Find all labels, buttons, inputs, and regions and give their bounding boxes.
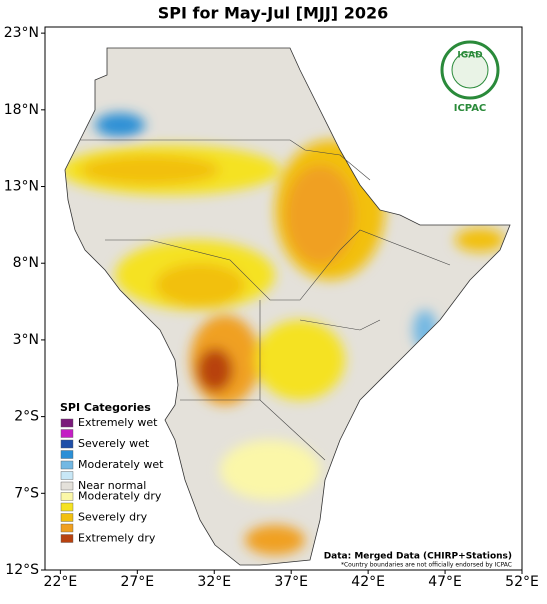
legend-swatch [60,429,74,438]
y-tick-label: 13°N [4,179,39,195]
legend-swatch [60,450,74,459]
x-tick-label: 47°E [428,574,462,590]
x-tick-label: 37°E [274,574,308,590]
logo-org: ICPAC [454,103,487,114]
y-tick-label: 18°N [4,102,39,118]
legend-swatch [60,534,74,543]
x-tick-label: 42°E [351,574,385,590]
legend-label: Moderately wet [78,458,164,471]
x-tick-label: 32°E [197,574,231,590]
x-tick-label: 52°E [505,574,539,590]
legend-swatch [60,502,74,512]
y-tick-label: 2°S [14,409,39,425]
legend-swatch [60,513,74,522]
y-tick-label: 3°N [13,332,39,348]
legend-swatch [60,481,74,491]
data-credit: Data: Merged Data (CHIRP+Stations) [324,552,512,562]
region-outline [64,47,511,566]
y-tick-label: 12°S [5,562,39,578]
legend-label: Near normal [78,479,146,492]
y-tick-label: 8°N [13,255,39,271]
legend-swatch [60,439,74,449]
legend-swatch [60,492,74,501]
legend-title: SPI Categories [60,401,151,414]
legend-swatch [60,471,74,480]
country-borders [80,139,451,461]
y-tick-label: 23°N [4,25,39,41]
legend-swatch [60,418,74,428]
legend-label: Moderately dry [78,490,162,503]
y-tick-label: 7°S [14,485,39,501]
logo-name: IGAD [457,51,482,61]
legend-label: Extremely dry [78,532,156,545]
footnote: *Country boundaries are not officially e… [341,562,512,569]
legend-swatch [60,523,74,533]
legend-label: Severely dry [78,511,148,524]
x-tick-label: 22°E [44,574,78,590]
legend-label: Extremely wet [78,416,158,429]
x-tick-label: 27°E [120,574,154,590]
title: SPI for May-Jul [MJJ] 2026 [158,4,388,23]
legend-label: Severely wet [78,437,150,450]
logo: IGAD ICPAC [440,40,500,114]
legend-swatch [60,460,74,470]
